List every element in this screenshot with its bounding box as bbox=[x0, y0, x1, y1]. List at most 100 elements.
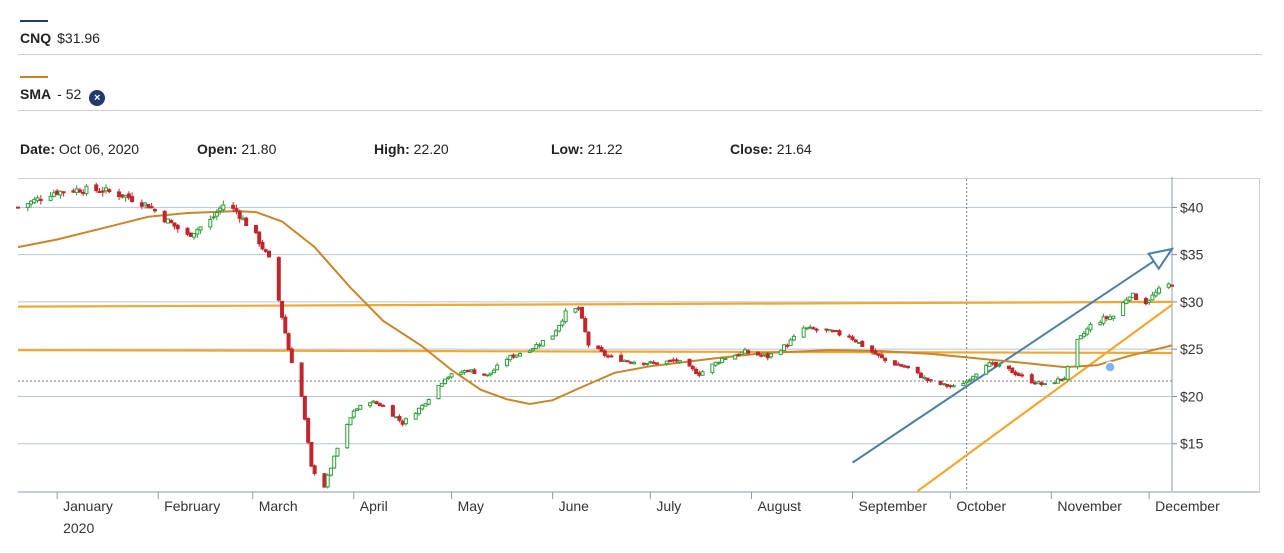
candle-up bbox=[827, 329, 832, 332]
candle-up bbox=[218, 207, 223, 212]
candle-down bbox=[736, 353, 741, 356]
candle-up bbox=[420, 405, 425, 410]
candle-up bbox=[48, 195, 53, 201]
candle-down bbox=[397, 415, 402, 421]
candle-down bbox=[77, 189, 82, 193]
candle-up bbox=[29, 200, 34, 205]
candle-down bbox=[896, 363, 901, 366]
candle-down bbox=[511, 354, 516, 358]
candle-up bbox=[801, 327, 806, 338]
x-tick-label: March bbox=[259, 498, 298, 514]
candle-up bbox=[413, 412, 418, 420]
candle-up bbox=[632, 361, 637, 365]
candle-down bbox=[1039, 382, 1044, 385]
candle-up bbox=[491, 369, 496, 374]
low-readout: Low: 21.22 bbox=[551, 141, 623, 157]
candle-up bbox=[1147, 300, 1152, 303]
x-tick-label: November bbox=[1057, 498, 1122, 514]
symbol-color-swatch bbox=[20, 20, 48, 22]
candle-down bbox=[654, 362, 659, 365]
candle-up bbox=[808, 326, 813, 329]
candle-up bbox=[788, 339, 793, 347]
candle-up bbox=[1055, 378, 1060, 384]
candle-down bbox=[306, 417, 311, 443]
candle-down bbox=[71, 190, 76, 193]
candle-down bbox=[146, 204, 151, 209]
candle-up bbox=[436, 385, 441, 400]
candle-down bbox=[870, 345, 875, 353]
candle-up bbox=[462, 370, 467, 373]
candle-up bbox=[1150, 294, 1155, 301]
candle-down bbox=[374, 401, 379, 405]
candle-down bbox=[883, 357, 888, 361]
candle-down bbox=[169, 220, 174, 224]
candle-up bbox=[951, 385, 956, 388]
candle-down bbox=[1007, 365, 1012, 370]
candle-up bbox=[782, 344, 787, 352]
candle-up bbox=[345, 424, 350, 449]
candle-up bbox=[504, 359, 509, 366]
candle-down bbox=[283, 316, 288, 334]
candle-up bbox=[394, 416, 399, 419]
candle-down bbox=[149, 206, 154, 209]
candle-down bbox=[322, 473, 327, 488]
candle-down bbox=[1170, 284, 1174, 287]
candle-down bbox=[130, 196, 135, 203]
y-tick-label: $35 bbox=[1180, 247, 1204, 263]
candle-down bbox=[1143, 298, 1148, 305]
candle-up bbox=[997, 364, 1002, 367]
candle-down bbox=[472, 369, 477, 375]
candle-up bbox=[664, 360, 669, 365]
candle-up bbox=[550, 335, 555, 340]
candle-up bbox=[514, 354, 519, 358]
close-label: Close: bbox=[730, 141, 773, 157]
candle-down bbox=[697, 372, 702, 376]
sma-line bbox=[17, 210, 1173, 406]
candle-down bbox=[879, 354, 884, 359]
candle-up bbox=[214, 212, 219, 217]
remove-indicator-button[interactable]: × bbox=[89, 90, 106, 106]
trend-line-horizontal bbox=[17, 300, 1173, 308]
candle-down bbox=[139, 202, 144, 207]
candle-down bbox=[905, 365, 910, 368]
candle-up bbox=[791, 335, 796, 341]
candle-down bbox=[873, 350, 878, 355]
candle-up bbox=[540, 339, 545, 347]
candle-down bbox=[915, 366, 920, 374]
candle-up bbox=[622, 359, 627, 363]
candle-up bbox=[1098, 321, 1103, 326]
candle-up bbox=[143, 202, 148, 206]
candle-down bbox=[276, 257, 281, 301]
candle-up bbox=[563, 310, 568, 323]
candle-up bbox=[723, 358, 728, 361]
candle-down bbox=[928, 379, 933, 382]
candle-down bbox=[188, 232, 193, 237]
candle-down bbox=[811, 327, 816, 330]
x-tick-label: June bbox=[559, 498, 590, 514]
candle-down bbox=[759, 354, 764, 357]
candle-down bbox=[599, 346, 604, 352]
candle-up bbox=[358, 404, 363, 410]
x-tick-label: January bbox=[63, 498, 113, 514]
candle-down bbox=[107, 189, 112, 193]
candle-up bbox=[1075, 338, 1080, 368]
candle-up bbox=[1166, 283, 1171, 288]
candle-down bbox=[948, 385, 953, 388]
candle-up bbox=[32, 198, 37, 204]
candle-down bbox=[925, 377, 930, 382]
candle-down bbox=[876, 353, 881, 356]
candle-up bbox=[446, 376, 451, 379]
candle-down bbox=[576, 307, 581, 310]
candle-up bbox=[332, 455, 337, 469]
y-tick-label: $20 bbox=[1180, 388, 1204, 404]
candle-down bbox=[586, 331, 591, 346]
candle-down bbox=[847, 335, 852, 338]
indicator-period-sep: - bbox=[57, 86, 66, 102]
candle-down bbox=[1020, 374, 1025, 377]
candle-down bbox=[938, 380, 943, 385]
candle-up bbox=[518, 352, 523, 357]
candle-down bbox=[918, 372, 923, 379]
candle-up bbox=[221, 204, 226, 211]
candle-down bbox=[465, 370, 470, 373]
